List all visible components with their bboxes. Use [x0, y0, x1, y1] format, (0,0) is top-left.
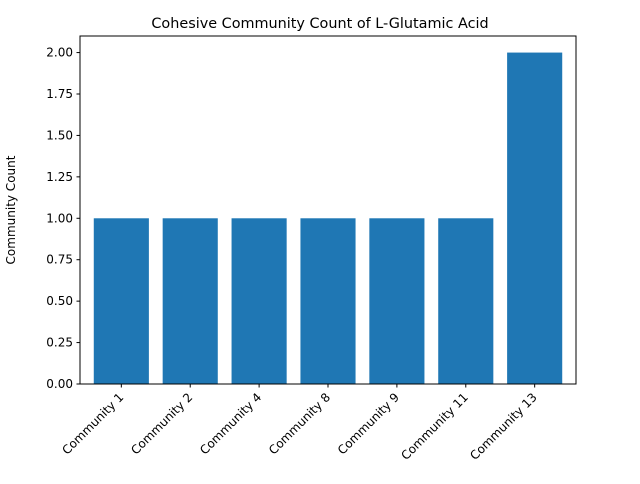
- y-tick-label: 1.00: [46, 211, 73, 225]
- bar-community-8: [300, 218, 356, 384]
- y-tick-label: 1.50: [46, 128, 73, 142]
- bar-community-1: [93, 218, 149, 384]
- y-axis: 0.00 0.25 0.50 0.75 1.00 1.25 1.50 1.75 2.00: [46, 46, 80, 391]
- chart-title: Cohesive Community Count of L-Glutamic A…: [151, 16, 488, 32]
- y-tick-label: 0.50: [46, 294, 73, 308]
- y-tick-label: 0.25: [46, 336, 73, 350]
- y-tick-label: 1.25: [46, 170, 73, 184]
- y-tick-label: 0.75: [46, 253, 73, 267]
- plot-frame: [79, 35, 577, 385]
- bar-community-2: [162, 218, 218, 384]
- y-tick-label: 2.00: [46, 46, 73, 60]
- bar-community-9: [369, 218, 425, 384]
- y-axis-label: Community Count: [4, 155, 18, 264]
- bars-layer: [93, 52, 563, 384]
- y-tick-label: 1.75: [46, 87, 73, 101]
- bar-community-13: [507, 52, 563, 384]
- y-tick-label: 0.00: [46, 377, 73, 391]
- bar-community-11: [438, 218, 494, 384]
- bar-community-4: [231, 218, 287, 384]
